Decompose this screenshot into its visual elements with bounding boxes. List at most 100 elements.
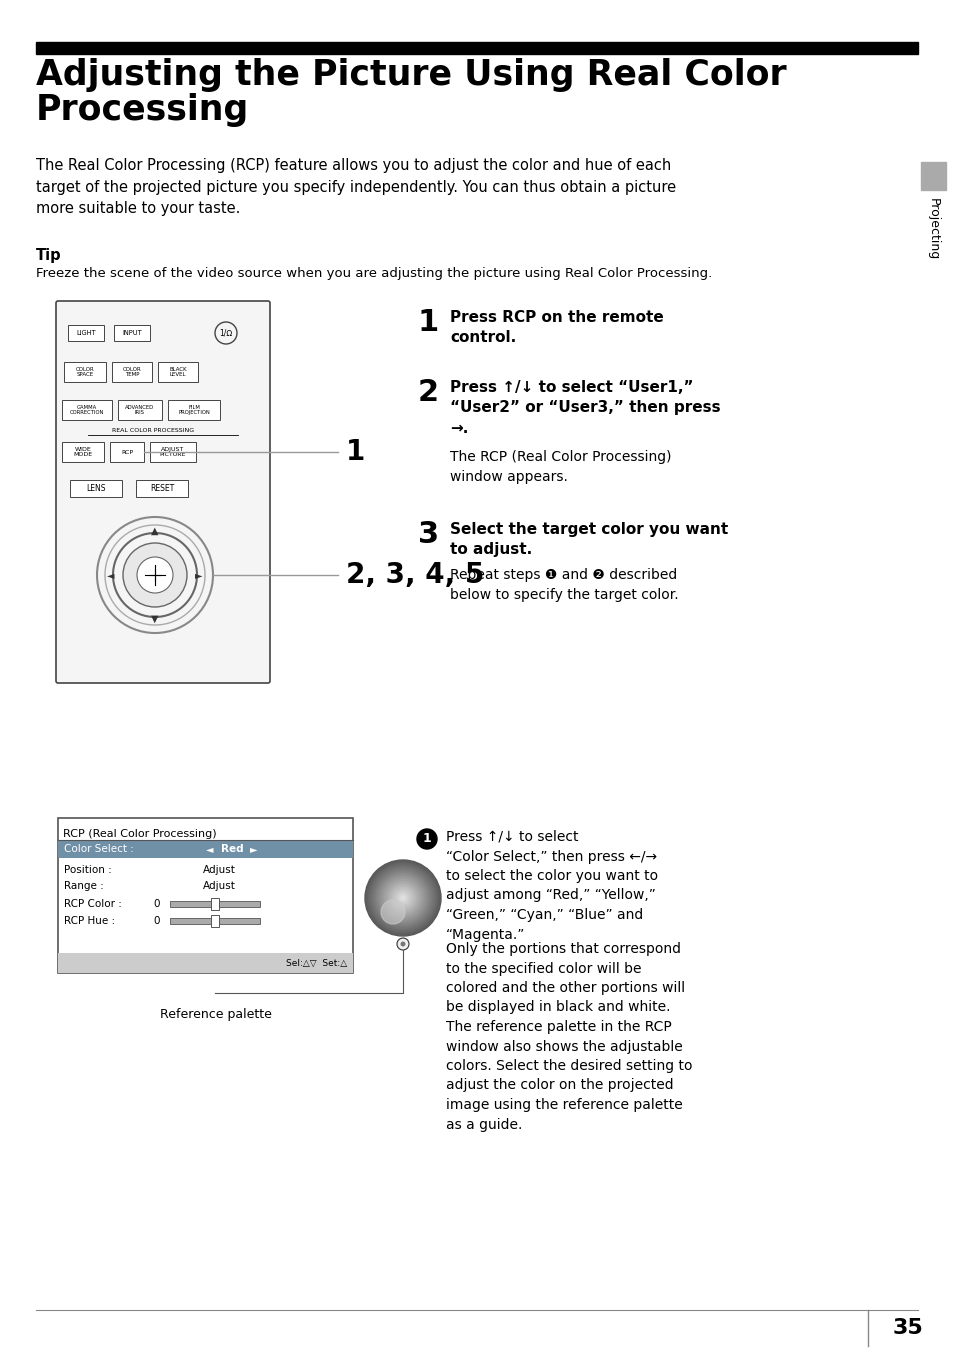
Bar (170, 900, 260, 907)
Bar (920, 162, 945, 191)
Bar (170, 918, 260, 923)
Text: 3: 3 (417, 521, 438, 549)
Circle shape (392, 887, 414, 909)
Text: Color Select :: Color Select : (64, 844, 133, 854)
Circle shape (137, 557, 172, 594)
Bar (211, 898, 219, 910)
Circle shape (365, 860, 440, 936)
Bar (867, 1310, 947, 1347)
Text: Select the target color you want
to adjust.: Select the target color you want to adju… (450, 522, 727, 557)
Text: WIDE
MODE: WIDE MODE (73, 446, 92, 457)
Text: RESET: RESET (150, 484, 174, 493)
Bar (64, 362, 106, 383)
Text: GAMMA
CORRECTION: GAMMA CORRECTION (70, 404, 104, 415)
Text: Position :: Position : (64, 865, 112, 875)
Text: ADVANCED
IRIS: ADVANCED IRIS (125, 404, 154, 415)
Circle shape (395, 891, 410, 904)
Circle shape (378, 873, 427, 922)
Circle shape (373, 868, 433, 929)
Circle shape (386, 882, 419, 914)
Text: Adjust: Adjust (203, 882, 235, 891)
Circle shape (367, 863, 438, 934)
Text: Red: Red (220, 844, 243, 854)
Circle shape (399, 895, 406, 900)
Bar (113, 324, 150, 341)
Circle shape (397, 894, 408, 903)
Text: Repeat steps ❶ and ❷ described
below to specify the target color.: Repeat steps ❶ and ❷ described below to … (450, 568, 678, 602)
Circle shape (371, 865, 435, 930)
Text: Sel:△▽  Set:△: Sel:△▽ Set:△ (286, 959, 347, 968)
Bar (58, 818, 353, 973)
Text: Adjusting the Picture Using Real Color: Adjusting the Picture Using Real Color (36, 58, 786, 92)
Text: The Real Color Processing (RCP) feature allows you to adjust the color and hue o: The Real Color Processing (RCP) feature … (36, 158, 676, 216)
Text: Range :: Range : (64, 882, 104, 891)
Text: ▲: ▲ (152, 526, 158, 535)
Text: Freeze the scene of the video source when you are adjusting the picture using Re: Freeze the scene of the video source whe… (36, 266, 712, 280)
Circle shape (123, 544, 187, 607)
Text: COLOR
SPACE: COLOR SPACE (75, 366, 94, 377)
Bar (110, 442, 144, 462)
Text: Press ↑/↓ to select “User1,”
“User2” or “User3,” then press
→.: Press ↑/↓ to select “User1,” “User2” or … (450, 380, 720, 435)
Text: 1: 1 (346, 438, 365, 466)
Bar (118, 400, 162, 420)
Text: Adjust: Adjust (203, 865, 235, 875)
Text: Only the portions that correspond
to the specified color will be
colored and the: Only the portions that correspond to the… (446, 942, 692, 1132)
Text: Press RCP on the remote
control.: Press RCP on the remote control. (450, 310, 663, 345)
Text: 2, 3, 4, 5: 2, 3, 4, 5 (346, 561, 484, 589)
Text: Processing: Processing (36, 93, 249, 127)
Text: 1: 1 (422, 833, 431, 845)
Text: The RCP (Real Color Processing)
window appears.: The RCP (Real Color Processing) window a… (450, 450, 671, 484)
Bar (158, 362, 198, 383)
Text: Tip: Tip (36, 247, 62, 264)
Bar (58, 840, 353, 859)
Circle shape (376, 872, 429, 925)
Bar (62, 400, 112, 420)
Circle shape (401, 896, 403, 899)
Circle shape (380, 900, 405, 923)
Bar (36, 42, 917, 54)
Text: ◄: ◄ (206, 844, 213, 854)
Bar (62, 442, 104, 462)
Text: INPUT: INPUT (122, 330, 142, 337)
Circle shape (382, 877, 423, 918)
Circle shape (400, 941, 405, 946)
Bar (136, 480, 188, 498)
Text: ►: ► (250, 844, 257, 854)
Text: 1/Ω: 1/Ω (219, 329, 233, 338)
Circle shape (380, 876, 425, 921)
Text: RCP Hue :: RCP Hue : (64, 917, 115, 926)
Text: Reference palette: Reference palette (159, 1009, 272, 1021)
Text: RCP: RCP (121, 449, 132, 454)
FancyBboxPatch shape (56, 301, 270, 683)
Text: RCP Color :: RCP Color : (64, 899, 122, 909)
Text: LIGHT: LIGHT (76, 330, 95, 337)
Circle shape (375, 869, 431, 926)
Bar (68, 324, 104, 341)
Text: FILM
PROJECTION: FILM PROJECTION (178, 404, 210, 415)
Text: 35: 35 (892, 1318, 923, 1338)
Text: ►: ► (195, 571, 203, 580)
Circle shape (396, 938, 409, 950)
Bar (211, 915, 219, 927)
Text: RCP (Real Color Processing): RCP (Real Color Processing) (63, 829, 216, 840)
Bar (58, 953, 353, 973)
Bar (150, 442, 195, 462)
Bar (168, 400, 220, 420)
Text: Projecting: Projecting (926, 197, 939, 260)
Text: 0: 0 (152, 917, 159, 926)
Bar (70, 480, 122, 498)
Text: BLACK
LEVEL: BLACK LEVEL (169, 366, 187, 377)
Circle shape (388, 883, 417, 913)
Text: Press ↑/↓ to select
“Color Select,” then press ←/→
to select the color you want : Press ↑/↓ to select “Color Select,” then… (446, 830, 658, 941)
Circle shape (416, 829, 436, 849)
Circle shape (384, 879, 421, 917)
Text: 1: 1 (417, 308, 438, 337)
Text: ▼: ▼ (152, 614, 158, 625)
Circle shape (390, 886, 416, 911)
Text: REAL COLOR PROCESSING: REAL COLOR PROCESSING (112, 427, 193, 433)
Circle shape (369, 864, 436, 932)
Bar (112, 362, 152, 383)
Text: LENS: LENS (86, 484, 106, 493)
Text: ◄: ◄ (107, 571, 114, 580)
Text: COLOR
TEMP: COLOR TEMP (123, 366, 141, 377)
